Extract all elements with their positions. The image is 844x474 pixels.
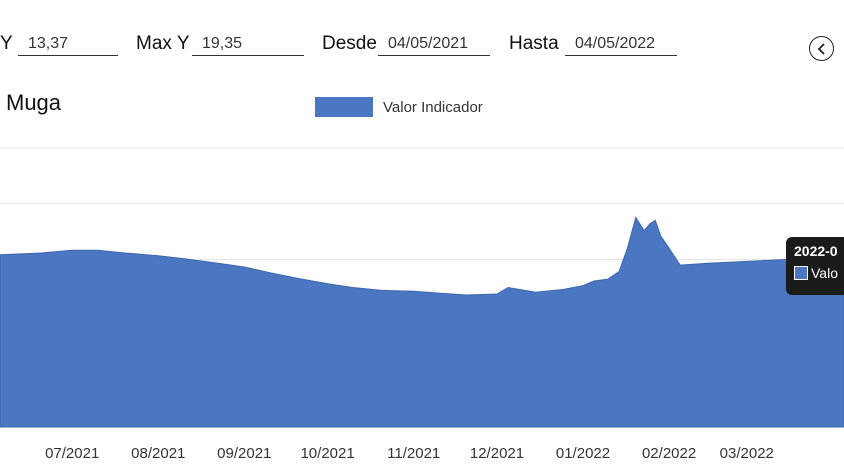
min-y-input[interactable]: 13,37 (18, 34, 118, 56)
chart-title: Muga (6, 90, 62, 115)
tooltip-swatch (794, 266, 808, 280)
data-tooltip: 2022-0 Valo (786, 237, 844, 295)
legend[interactable]: Valor Indicador (315, 97, 483, 117)
x-tick-label: 07/2021 (45, 445, 99, 462)
back-button[interactable] (809, 36, 834, 61)
min-y-label: Y (0, 33, 13, 54)
series-area-valor-indicador[interactable] (0, 216, 844, 428)
x-tick-label: 10/2021 (300, 445, 354, 462)
x-tick-label: 08/2021 (131, 445, 185, 462)
x-tick-label: 02/2022 (642, 445, 696, 462)
chevron-left-circle-icon (817, 42, 825, 55)
legend-swatch (315, 97, 373, 117)
to-date-label: Hasta (509, 33, 559, 54)
x-tick-label: 12/2021 (470, 445, 524, 462)
x-tick-label: 01/2022 (556, 445, 610, 462)
from-date-input[interactable]: 04/05/2021 (378, 34, 490, 56)
max-y-label: Max Y (136, 33, 190, 54)
tooltip-series-label: Valo (811, 265, 838, 281)
x-tick-label: 11/2021 (387, 445, 440, 462)
x-tick-label: 03/2022 (720, 445, 774, 462)
tooltip-title: 2022-0 (794, 243, 838, 259)
x-tick-label: 09/2021 (217, 445, 271, 462)
legend-label: Valor Indicador (383, 98, 483, 116)
from-date-label: Desde (322, 33, 377, 54)
max-y-input[interactable]: 19,35 (192, 34, 304, 56)
to-date-input[interactable]: 04/05/2022 (565, 34, 677, 56)
